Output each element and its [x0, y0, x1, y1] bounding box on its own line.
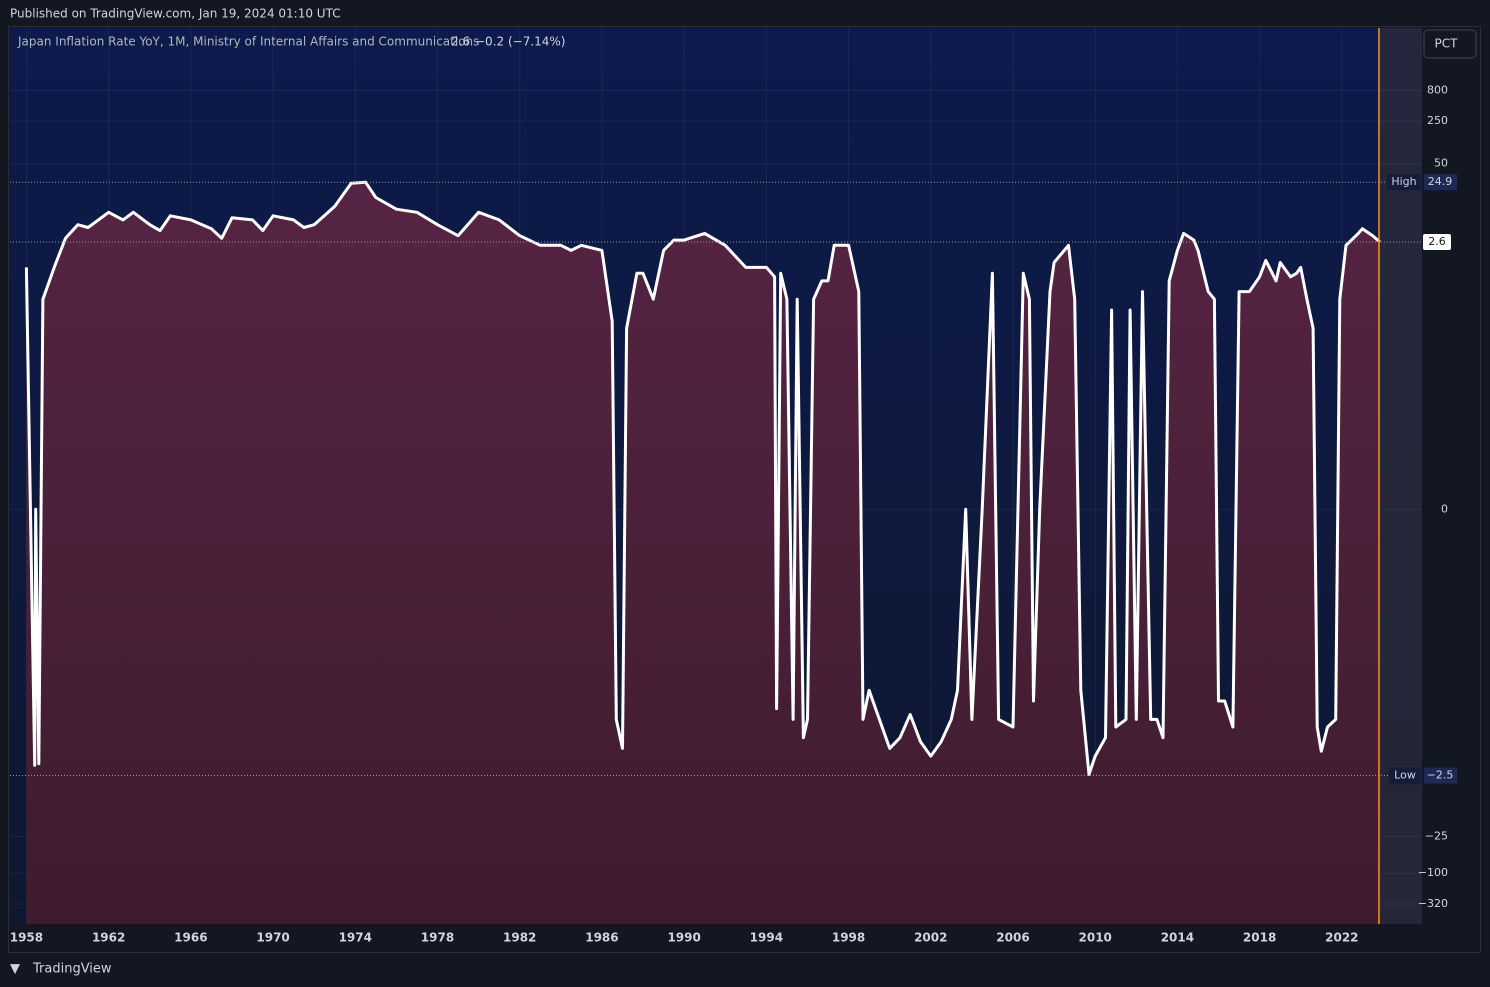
high-value: 24.9 [1428, 175, 1453, 188]
pct-label[interactable]: PCT [1435, 37, 1459, 51]
low-value: −2.5 [1427, 769, 1454, 782]
x-tick-label: 1994 [750, 931, 783, 945]
x-tick-label: 1986 [585, 931, 618, 945]
legend-value: 2.6 [451, 35, 470, 49]
x-tick-label: 1982 [503, 931, 536, 945]
y-tick-label: 800 [1427, 83, 1448, 96]
low-box [1389, 767, 1421, 784]
pct-button[interactable] [1423, 29, 1477, 59]
y-tick-label: −100 [1418, 866, 1448, 879]
line [24, 180, 1381, 776]
y-tick-label: 0 [1441, 502, 1448, 515]
marks [10, 180, 1422, 924]
low-value-box [1424, 767, 1457, 784]
x-tick-label: 1990 [667, 931, 700, 945]
low-label: Low [1394, 769, 1416, 782]
published: Published on TradingView.com, Jan 19, 20… [10, 7, 341, 21]
x-tick-label: 2002 [914, 931, 947, 945]
future-zone [1379, 28, 1422, 924]
y-tick-label: 50 [1434, 157, 1448, 170]
last-value-label: 2.6 [1428, 235, 1446, 248]
y-tick-label: 250 [1427, 114, 1448, 127]
x-tick-label: 2006 [996, 931, 1029, 945]
y-tick-label: −25 [1425, 829, 1448, 842]
y-tick-label: −320 [1418, 897, 1448, 910]
x-tick-label: 1962 [92, 931, 125, 945]
x-tick-label: 1970 [256, 931, 289, 945]
high-value-box [1424, 174, 1457, 191]
x-tick-label: 2018 [1243, 931, 1276, 945]
x-tick-label: 1978 [421, 931, 454, 945]
legend-title: Japan Inflation Rate YoY, 1M, Ministry o… [17, 35, 479, 49]
frame [8, 26, 1481, 953]
last-value-box [1423, 234, 1451, 251]
x-tick-label: 2022 [1325, 931, 1358, 945]
logo-mark: ▼ [10, 962, 20, 977]
brand: TradingView [32, 962, 112, 977]
x-tick-label: 1974 [339, 931, 372, 945]
x-tick-label: 1998 [832, 931, 865, 945]
legend-change: −0.2 (−7.14%) [475, 35, 566, 49]
x-tick-label: 2010 [1079, 931, 1112, 945]
area [26, 182, 1380, 924]
x-tick-label: 2014 [1161, 931, 1194, 945]
x-tick-label: 1966 [174, 931, 207, 945]
high-box [1387, 174, 1421, 191]
x-tick-label: 1958 [10, 931, 43, 945]
high-label: High [1391, 175, 1416, 188]
